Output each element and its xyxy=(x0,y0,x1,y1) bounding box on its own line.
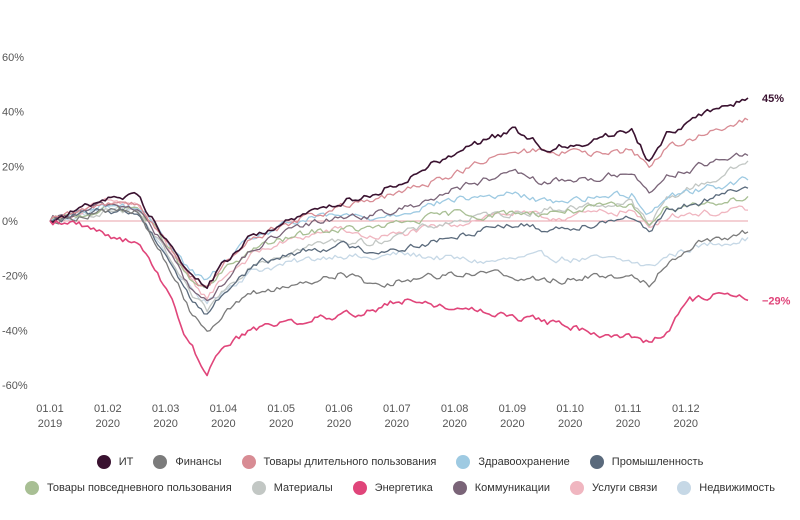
x-tick-year-label: 2020 xyxy=(211,418,235,430)
legend-item: Товары повседневного пользования xyxy=(25,481,232,495)
legend-label: Недвижимость xyxy=(699,482,775,494)
legend-swatch xyxy=(153,455,168,469)
x-tick-label: 01.10 xyxy=(556,403,584,415)
legend-swatch xyxy=(677,481,692,495)
series-line-9 xyxy=(49,97,749,290)
y-tick-label: -20% xyxy=(2,271,28,283)
x-tick-year-label: 2020 xyxy=(558,418,582,430)
x-tick-year-label: 2020 xyxy=(269,418,293,430)
y-tick-label: 60% xyxy=(2,52,24,64)
legend-row: Товары повседневного пользования Материал… xyxy=(0,481,800,495)
legend-item: Финансы xyxy=(153,455,222,469)
series-line-8 xyxy=(49,207,749,332)
x-tick-label: 01.01 xyxy=(36,403,64,415)
legend-label: Здравоохранение xyxy=(478,456,570,468)
y-tick-label: -40% xyxy=(2,325,28,337)
legend-row: ИТ Финансы Товары длительного пользования З… xyxy=(0,455,800,469)
x-tick-year-label: 2020 xyxy=(385,418,409,430)
legend-item: Услуги связи xyxy=(570,481,657,495)
legend-item: Материалы xyxy=(251,481,333,495)
legend-label: Материалы xyxy=(273,482,333,494)
series-lines xyxy=(49,97,749,377)
x-tick-year-label: 2020 xyxy=(500,418,524,430)
x-tick-year-label: 2020 xyxy=(153,418,177,430)
series-line-2 xyxy=(49,160,749,313)
legend-swatch xyxy=(352,481,367,495)
x-tick-label: 01.07 xyxy=(383,403,411,415)
y-axis-ticks: 60% 40% 20% 0% -20% -40% -60% xyxy=(2,52,28,392)
legend-item: ИТ xyxy=(96,455,134,469)
x-tick-year-label: 2020 xyxy=(442,418,466,430)
legend-swatch xyxy=(589,455,604,469)
x-tick-label: 01.09 xyxy=(499,403,527,415)
x-tick-label: 01.03 xyxy=(152,403,180,415)
legend-swatch xyxy=(570,481,585,495)
series-line-6 xyxy=(49,152,749,302)
legend-swatch xyxy=(251,481,266,495)
legend-label: Промышленность xyxy=(611,456,704,468)
legend-swatch xyxy=(25,481,40,495)
x-tick-label: 01.12 xyxy=(672,403,700,415)
series-line-3 xyxy=(49,195,749,288)
legend-label: Услуги связи xyxy=(592,482,658,494)
legend-label: Финансы xyxy=(175,456,222,468)
legend-label: Коммуникации xyxy=(474,482,551,494)
legend-item: Товары длительного пользования xyxy=(241,455,437,469)
legend-label: ИТ xyxy=(118,456,134,468)
x-axis-ticks: 01.01 2019 01.02 2020 01.03 2020 01.04 2020 01.0… xyxy=(36,403,699,430)
legend-label: Товары повседневного пользования xyxy=(47,482,232,494)
series-line-10 xyxy=(49,220,749,377)
legend-swatch xyxy=(96,455,111,469)
y-tick-label: 20% xyxy=(2,161,24,173)
series-line-5 xyxy=(49,186,749,315)
legend-item: Коммуникации xyxy=(452,481,551,495)
y-tick-label: 40% xyxy=(2,107,24,119)
x-tick-label: 01.04 xyxy=(210,403,238,415)
end-label: 45% xyxy=(762,93,784,105)
legend-label: Энергетика xyxy=(374,482,433,494)
end-labels: 45% −29% xyxy=(762,93,791,307)
x-tick-year-label: 2020 xyxy=(616,418,640,430)
x-tick-label: 01.11 xyxy=(615,403,642,415)
x-tick-label: 01.06 xyxy=(325,403,353,415)
end-label: −29% xyxy=(762,295,791,307)
x-tick-year-label: 2019 xyxy=(38,418,62,430)
x-tick-year-label: 2020 xyxy=(327,418,351,430)
legend-item: Промышленность xyxy=(589,455,704,469)
series-line-7 xyxy=(49,117,749,288)
series-line-1 xyxy=(49,197,749,300)
y-tick-label: -60% xyxy=(2,380,28,392)
legend-item: Недвижимость xyxy=(677,481,775,495)
legend-swatch xyxy=(241,455,256,469)
x-tick-year-label: 2020 xyxy=(674,418,698,430)
legend-label: Товары длительного пользования xyxy=(263,456,437,468)
x-tick-label: 01.02 xyxy=(94,403,122,415)
legend-swatch xyxy=(456,455,471,469)
x-tick-year-label: 2020 xyxy=(96,418,120,430)
legend-item: Здравоохранение xyxy=(456,455,570,469)
x-tick-label: 01.05 xyxy=(267,403,295,415)
y-tick-label: 0% xyxy=(2,216,18,228)
legend-item: Энергетика xyxy=(352,481,433,495)
legend-swatch xyxy=(452,481,467,495)
x-tick-label: 01.08 xyxy=(441,403,469,415)
